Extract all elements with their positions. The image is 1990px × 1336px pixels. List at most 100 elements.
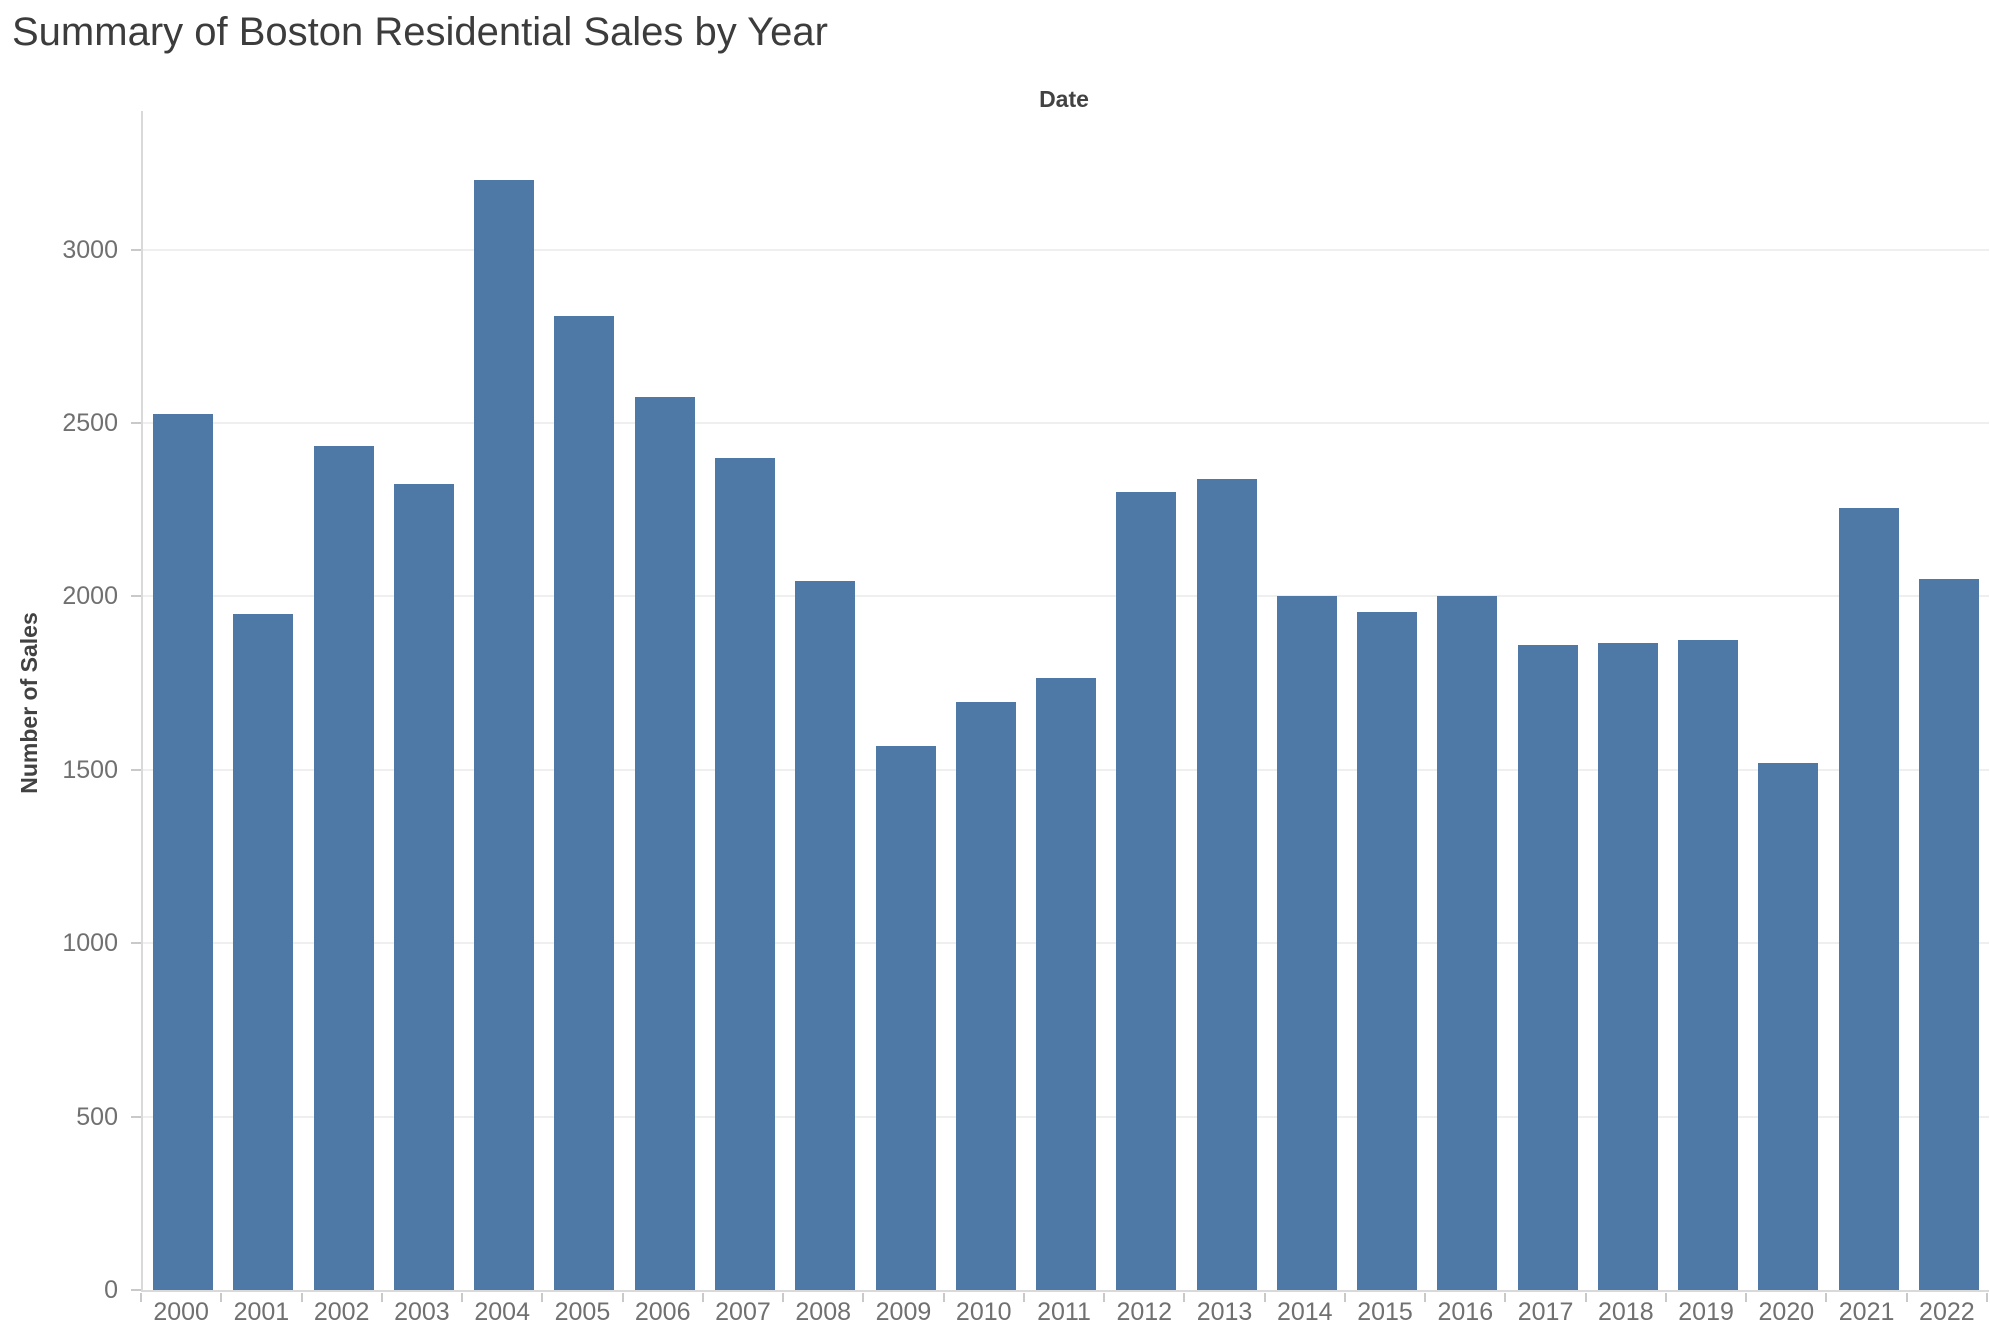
bar-slot-2004 [464,111,544,1290]
bar-2011[interactable] [1036,677,1097,1290]
x-tick-mark-5 [541,1293,544,1302]
bar-2012[interactable] [1116,492,1177,1290]
bar-slot-2013 [1186,111,1266,1290]
y-tick-mark-500 [131,1115,141,1118]
x-tick-label-2015: 2015 [1357,1298,1413,1326]
bar-slot-2019 [1668,111,1748,1290]
bar-slot-2021 [1829,111,1909,1290]
x-tick-label-2006: 2006 [634,1298,691,1326]
bar-2010[interactable] [955,702,1016,1290]
bars-layer [143,111,1989,1290]
bar-slot-2007 [705,111,785,1290]
x-tick-label-2016: 2016 [1437,1298,1494,1326]
bar-slot-2012 [1106,111,1186,1290]
bar-2021[interactable] [1838,508,1899,1290]
x-tick-mark-19 [1664,1293,1667,1302]
x-tick-label-2021: 2021 [1838,1298,1895,1326]
x-tick-mark-6 [621,1293,624,1302]
bar-slot-2005 [544,111,624,1290]
x-tick-mark-21 [1825,1293,1828,1302]
y-tick-mark-2000 [131,595,141,598]
bar-2009[interactable] [875,745,936,1290]
bar-slot-2000 [143,111,223,1290]
x-tick-mark-14 [1263,1293,1266,1302]
bar-2018[interactable] [1597,643,1658,1290]
x-tick-mark-18 [1584,1293,1587,1302]
x-axis-title: Date [1039,86,1089,112]
bar-slot-2002 [304,111,384,1290]
x-tick-mark-15 [1343,1293,1346,1302]
x-tick-label-2010: 2010 [955,1298,1012,1326]
bar-2005[interactable] [554,315,615,1290]
bar-2019[interactable] [1678,639,1739,1290]
bar-2013[interactable] [1196,478,1257,1290]
bar-2020[interactable] [1758,762,1819,1290]
y-tick-label-0: 0 [104,1276,118,1304]
gridline-2500 [143,422,1989,425]
bar-slot-2018 [1588,111,1668,1290]
plot-area [141,111,1989,1292]
bar-slot-2010 [946,111,1026,1290]
x-tick-mark-1 [220,1293,223,1302]
bar-2003[interactable] [393,483,454,1290]
bar-slot-2011 [1026,111,1106,1290]
x-tick-mark-16 [1424,1293,1427,1302]
x-tick-label-2020: 2020 [1758,1298,1815,1326]
bar-slot-2001 [223,111,303,1290]
x-tick-label-2005: 2005 [554,1298,611,1326]
bar-2007[interactable] [714,457,775,1290]
y-tick-label-3000: 3000 [62,235,118,264]
x-tick-label-2014: 2014 [1276,1298,1333,1326]
x-tick-mark-23 [1986,1293,1988,1302]
y-tick-label-1000: 1000 [62,929,118,958]
bar-2000[interactable] [153,414,214,1290]
x-tick-label-2011: 2011 [1037,1298,1091,1326]
bar-slot-2016 [1427,111,1507,1290]
bar-slot-2017 [1508,111,1588,1290]
x-tick-label-2019: 2019 [1678,1298,1734,1326]
x-tick-mark-12 [1103,1293,1106,1302]
x-tick-label-2013: 2013 [1196,1298,1253,1326]
y-tick-label-2000: 2000 [62,582,118,611]
x-tick-mark-3 [380,1293,383,1302]
x-tick-mark-20 [1745,1293,1748,1302]
bar-2001[interactable] [233,613,294,1290]
bar-slot-2003 [384,111,464,1290]
x-tick-mark-4 [461,1293,464,1302]
bar-2015[interactable] [1357,612,1418,1290]
bar-slot-2014 [1267,111,1347,1290]
bar-2022[interactable] [1918,579,1979,1290]
y-tick-mark-2500 [131,422,141,425]
bar-2006[interactable] [634,397,695,1290]
bar-slot-2015 [1347,111,1427,1290]
x-tick-label-2003: 2003 [394,1298,450,1326]
y-tick-label-1500: 1500 [62,755,118,784]
bar-2016[interactable] [1437,596,1498,1290]
y-tick-mark-3000 [131,248,141,251]
x-tick-label-2018: 2018 [1598,1298,1654,1326]
gridline-2000 [143,595,1989,598]
bar-2014[interactable] [1276,596,1337,1290]
x-tick-label-2012: 2012 [1116,1298,1173,1326]
x-tick-mark-17 [1504,1293,1507,1302]
bar-2017[interactable] [1517,645,1578,1290]
x-tick-mark-9 [862,1293,865,1302]
x-tick-label-2002: 2002 [313,1298,370,1326]
bar-slot-2020 [1748,111,1828,1290]
x-tick-mark-13 [1183,1293,1186,1302]
bar-2004[interactable] [474,180,535,1290]
bar-slot-2022 [1909,111,1989,1290]
bar-slot-2006 [625,111,705,1290]
x-tick-label-2008: 2008 [795,1298,852,1326]
gridline-3000 [143,248,1989,251]
bar-2002[interactable] [313,445,374,1290]
chart-title: Summary of Boston Residential Sales by Y… [12,10,828,54]
x-tick-mark-2 [300,1293,303,1302]
y-tick-label-500: 500 [76,1102,118,1131]
bar-2008[interactable] [795,580,856,1290]
x-tick-mark-7 [701,1293,704,1302]
bar-slot-2009 [865,111,945,1290]
x-tick-mark-0 [140,1293,142,1302]
x-tick-mark-8 [782,1293,785,1302]
